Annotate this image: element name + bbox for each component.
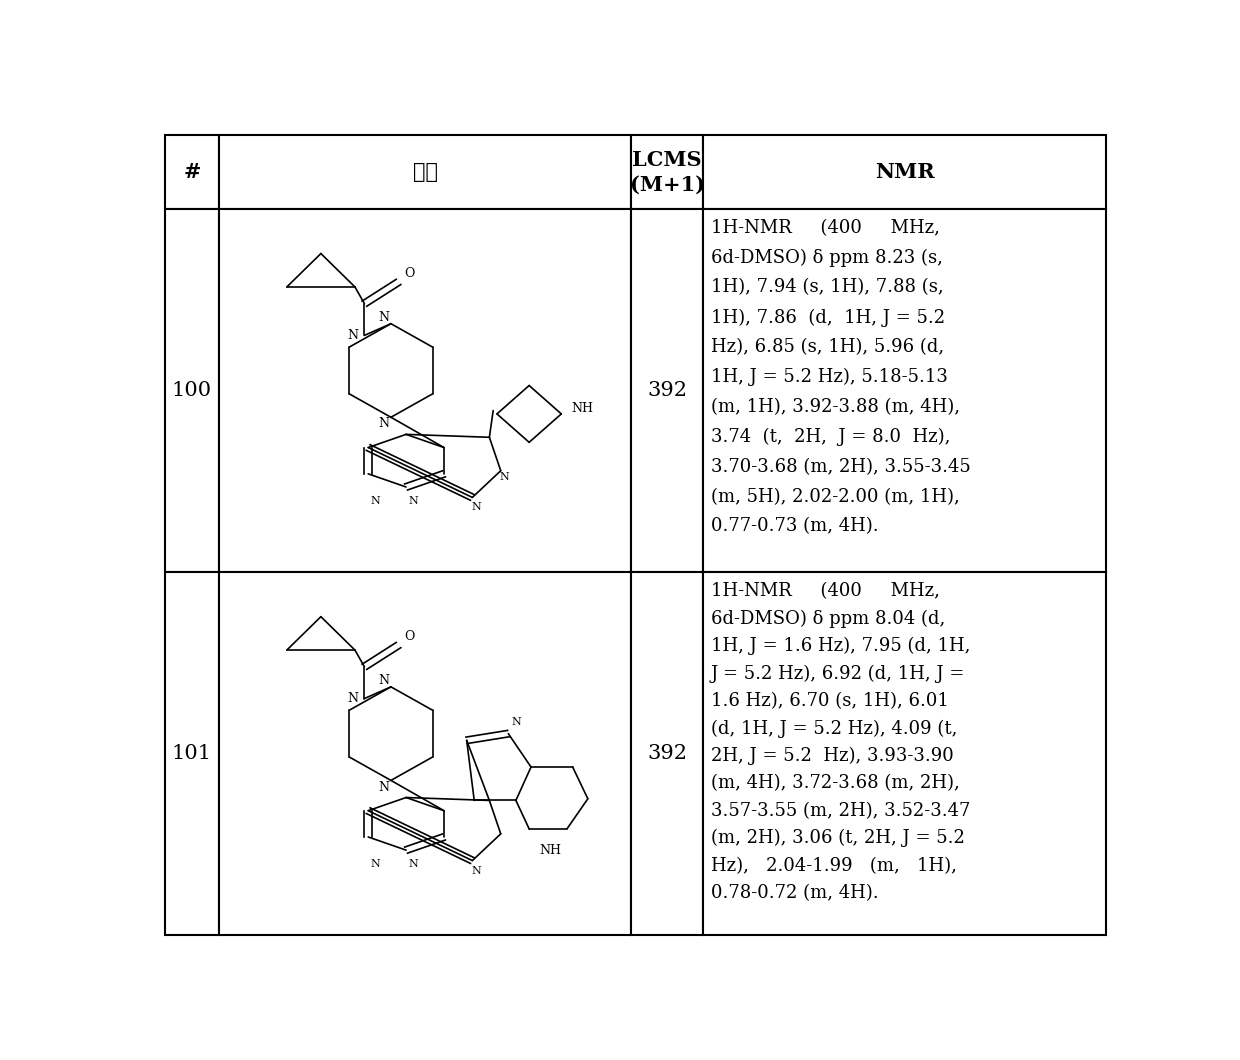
Text: 101: 101 <box>172 744 212 763</box>
Text: 1H-NMR     (400     MHz,: 1H-NMR (400 MHz, <box>711 218 940 236</box>
Text: 2H, J = 5.2  Hz), 3.93-3.90: 2H, J = 5.2 Hz), 3.93-3.90 <box>711 747 954 765</box>
Text: 392: 392 <box>647 381 687 400</box>
Text: N: N <box>347 692 358 705</box>
Text: 3.57-3.55 (m, 2H), 3.52-3.47: 3.57-3.55 (m, 2H), 3.52-3.47 <box>711 801 971 819</box>
Text: 结构: 结构 <box>413 162 438 182</box>
Text: Hz),   2.04-1.99   (m,   1H),: Hz), 2.04-1.99 (m, 1H), <box>711 856 957 874</box>
Text: 3.70-3.68 (m, 2H), 3.55-3.45: 3.70-3.68 (m, 2H), 3.55-3.45 <box>711 458 971 476</box>
Text: 1.6 Hz), 6.70 (s, 1H), 6.01: 1.6 Hz), 6.70 (s, 1H), 6.01 <box>711 692 949 710</box>
Bar <box>703 209 1106 572</box>
Text: N: N <box>347 329 358 342</box>
Text: N: N <box>500 473 510 482</box>
Bar <box>165 209 219 572</box>
Text: N: N <box>409 859 419 869</box>
Text: 0.78-0.72 (m, 4H).: 0.78-0.72 (m, 4H). <box>711 884 879 902</box>
Text: 392: 392 <box>647 744 687 763</box>
Text: O: O <box>404 631 415 643</box>
Text: Hz), 6.85 (s, 1H), 5.96 (d,: Hz), 6.85 (s, 1H), 5.96 (d, <box>711 338 944 356</box>
Text: N: N <box>378 780 389 794</box>
Text: 0.77-0.73 (m, 4H).: 0.77-0.73 (m, 4H). <box>711 517 879 535</box>
Text: N: N <box>378 674 389 687</box>
Bar <box>219 209 631 572</box>
Text: J = 5.2 Hz), 6.92 (d, 1H, J =: J = 5.2 Hz), 6.92 (d, 1H, J = <box>711 665 966 683</box>
Bar <box>631 572 703 935</box>
Bar <box>703 136 1106 209</box>
Text: (m, 2H), 3.06 (t, 2H, J = 5.2: (m, 2H), 3.06 (t, 2H, J = 5.2 <box>711 829 965 848</box>
Text: LCMS
(M+1): LCMS (M+1) <box>630 149 704 195</box>
Text: N: N <box>409 496 419 506</box>
Text: N: N <box>471 502 481 512</box>
Text: 1H), 7.86  (d,  1H, J = 5.2: 1H), 7.86 (d, 1H, J = 5.2 <box>711 308 945 326</box>
Bar <box>219 572 631 935</box>
Bar <box>631 136 703 209</box>
Text: NMR: NMR <box>875 162 935 182</box>
Text: NH: NH <box>572 403 593 416</box>
Text: NH: NH <box>539 844 560 858</box>
Text: 1H, J = 5.2 Hz), 5.18-5.13: 1H, J = 5.2 Hz), 5.18-5.13 <box>711 368 947 386</box>
Text: (m, 5H), 2.02-2.00 (m, 1H),: (m, 5H), 2.02-2.00 (m, 1H), <box>711 488 960 506</box>
Text: N: N <box>511 717 521 727</box>
Text: 6d-DMSO) δ ppm 8.23 (s,: 6d-DMSO) δ ppm 8.23 (s, <box>711 249 942 267</box>
Bar <box>631 209 703 572</box>
Bar <box>165 572 219 935</box>
Text: 1H, J = 1.6 Hz), 7.95 (d, 1H,: 1H, J = 1.6 Hz), 7.95 (d, 1H, <box>711 637 971 655</box>
Text: (m, 1H), 3.92-3.88 (m, 4H),: (m, 1H), 3.92-3.88 (m, 4H), <box>711 398 960 416</box>
Text: N: N <box>378 418 389 430</box>
Text: (d, 1H, J = 5.2 Hz), 4.09 (t,: (d, 1H, J = 5.2 Hz), 4.09 (t, <box>711 720 957 738</box>
Bar <box>703 572 1106 935</box>
Text: 1H), 7.94 (s, 1H), 7.88 (s,: 1H), 7.94 (s, 1H), 7.88 (s, <box>711 279 944 297</box>
Bar <box>219 136 631 209</box>
Text: N: N <box>371 859 381 869</box>
Text: N: N <box>378 311 389 323</box>
Text: 1H-NMR     (400     MHz,: 1H-NMR (400 MHz, <box>711 582 940 600</box>
Text: N: N <box>371 496 381 506</box>
Text: 3.74  (t,  2H,  J = 8.0  Hz),: 3.74 (t, 2H, J = 8.0 Hz), <box>711 428 950 446</box>
Text: (m, 4H), 3.72-3.68 (m, 2H),: (m, 4H), 3.72-3.68 (m, 2H), <box>711 774 960 792</box>
Text: #: # <box>184 162 201 182</box>
Bar <box>165 136 219 209</box>
Text: 100: 100 <box>172 381 212 400</box>
Text: O: O <box>404 267 415 280</box>
Text: 6d-DMSO) δ ppm 8.04 (d,: 6d-DMSO) δ ppm 8.04 (d, <box>711 610 945 628</box>
Text: N: N <box>471 866 481 876</box>
